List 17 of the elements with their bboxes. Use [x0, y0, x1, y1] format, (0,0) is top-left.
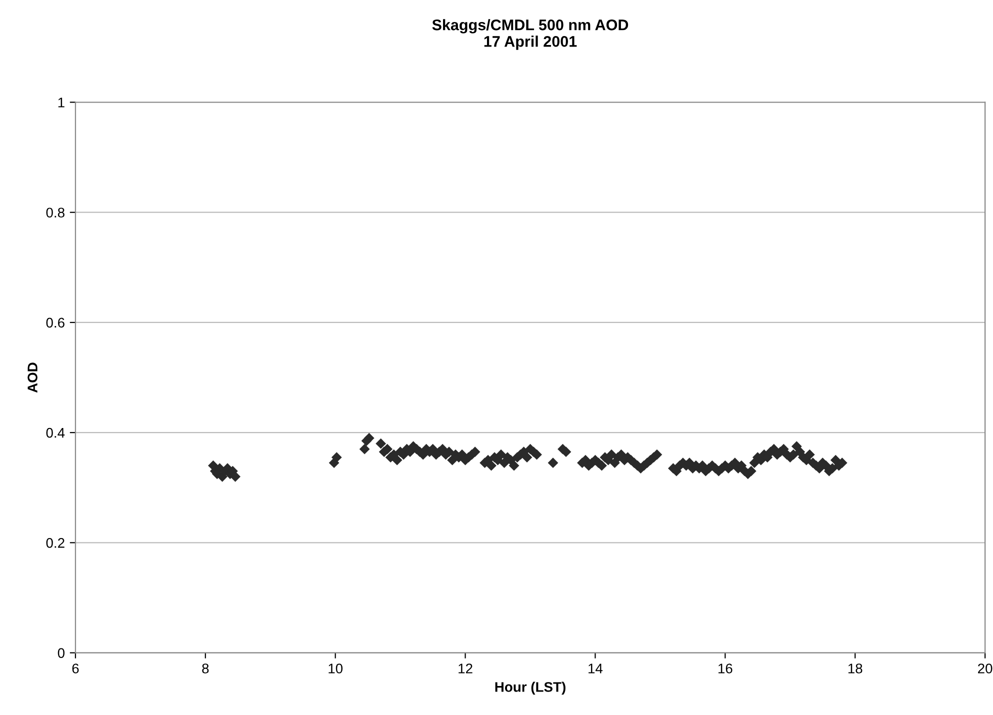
y-tick-label: 1 — [58, 98, 64, 108]
x-tick-label: 20 — [978, 664, 992, 674]
y-tick-label: 0.8 — [46, 208, 64, 218]
y-tick-label: 0.6 — [46, 318, 64, 328]
x-axis-title: Hour (LST) — [495, 682, 566, 695]
y-tick-label: 0 — [58, 648, 65, 658]
x-tick-label: 6 — [72, 664, 79, 674]
y-axis-title: AOD — [28, 362, 38, 393]
x-tick-label: 10 — [328, 664, 343, 674]
x-tick-label: 12 — [458, 664, 472, 674]
y-tick-label: 0.4 — [46, 428, 65, 438]
x-tick-label: 8 — [202, 664, 209, 674]
y-tick-label: 0.2 — [46, 538, 64, 548]
chart-title: Skaggs/CMDL 500 nm AOD 17 April 2001 — [432, 19, 628, 50]
x-tick-label: 18 — [848, 664, 862, 674]
x-tick-label: 14 — [588, 664, 603, 674]
x-tick-label: 16 — [718, 664, 732, 674]
